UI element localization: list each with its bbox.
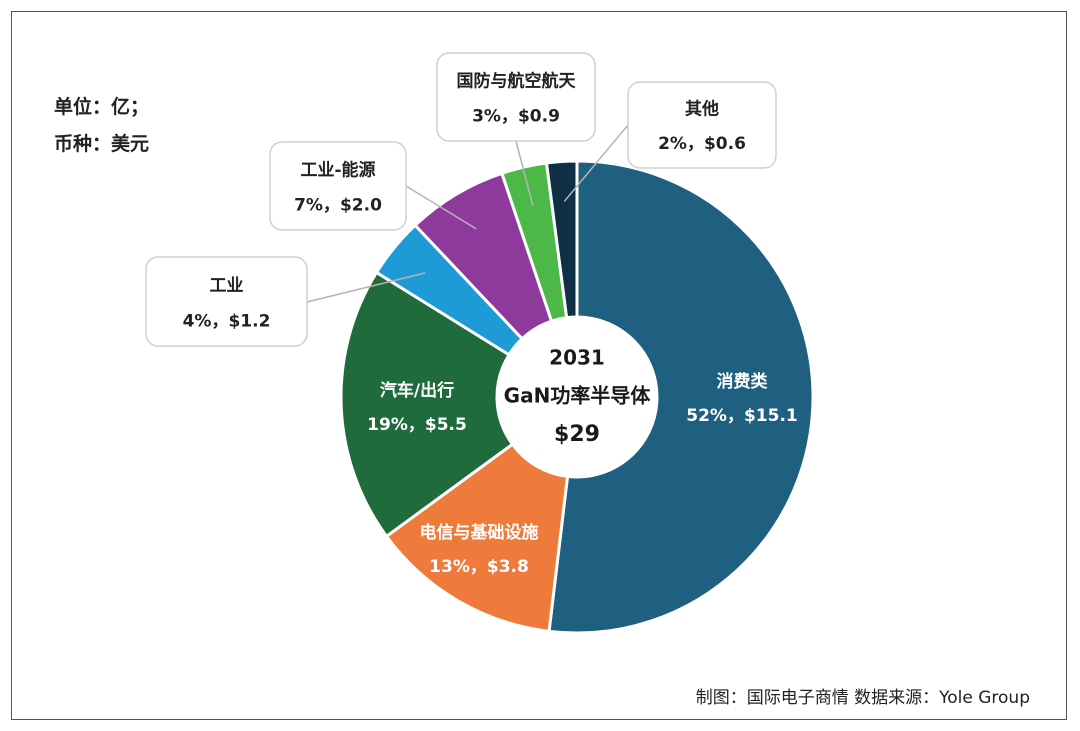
callout-box	[627, 81, 777, 169]
center-text-3: $29	[554, 422, 600, 447]
leader-line	[306, 272, 426, 303]
slice-消费类	[547, 159, 815, 635]
slice-汽车-出行	[339, 270, 515, 539]
source-footer: 制图：国际电子商情 数据来源：Yole Group	[695, 688, 1030, 708]
callout-value: 2%，$0.6	[658, 134, 746, 154]
slice-label-value: 13%，$3.8	[429, 557, 529, 577]
center-text-2: GaN功率半导体	[504, 384, 652, 408]
callout-box	[145, 256, 308, 347]
slice-label-name: 消费类	[717, 371, 769, 392]
slice-其他	[544, 159, 579, 320]
slice-label-name: 电信与基础设施	[420, 522, 539, 543]
leader-line	[515, 140, 534, 207]
slice-label-value: 52%，$15.1	[686, 406, 797, 426]
unit-label: 单位：亿；	[54, 96, 150, 118]
callout-value: 7%，$2.0	[294, 196, 382, 216]
callout-name: 国防与航空航天	[457, 70, 577, 91]
slice-label-value: 19%，$5.5	[367, 415, 467, 435]
slice-电信与基础设施	[384, 442, 570, 634]
callout-name: 工业-能源	[300, 159, 375, 180]
currency-label: 币种：美元	[54, 133, 150, 155]
leader-line	[405, 185, 477, 230]
callout-value: 4%，$1.2	[183, 311, 271, 331]
chart-frame	[11, 11, 1067, 720]
slice-label-name: 汽车/出行	[380, 380, 454, 401]
center-text-1: 2031	[549, 346, 605, 370]
callout-value: 3%，$0.9	[472, 107, 560, 127]
callout-box	[269, 141, 407, 231]
leader-line	[563, 124, 629, 202]
callout-name: 工业	[210, 276, 244, 296]
callout-name: 其他	[685, 99, 719, 120]
callout-box	[436, 52, 596, 142]
